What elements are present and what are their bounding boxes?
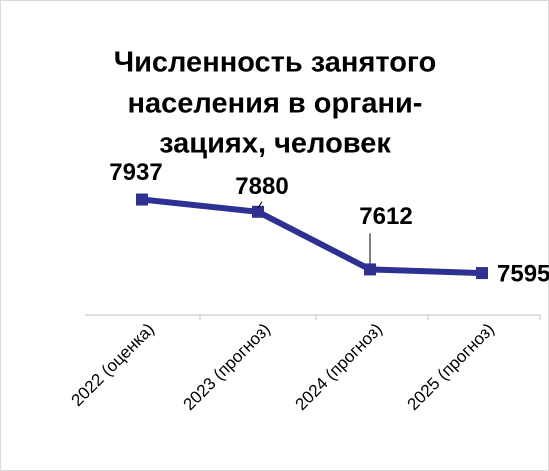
marker	[476, 267, 488, 280]
chart-title: Численность занятого	[114, 47, 437, 79]
chart-title: зациях, человек	[159, 128, 391, 160]
marker	[252, 205, 264, 218]
chart-title: населения в органи-	[128, 88, 423, 120]
leader-line	[257, 201, 263, 209]
marker	[364, 263, 376, 276]
data-label: 7595	[497, 260, 549, 287]
data-label: 7612	[359, 203, 412, 230]
line	[141, 196, 483, 277]
marker	[136, 193, 148, 206]
data-label: 7880	[235, 173, 288, 200]
data-label: 7937	[109, 159, 162, 186]
